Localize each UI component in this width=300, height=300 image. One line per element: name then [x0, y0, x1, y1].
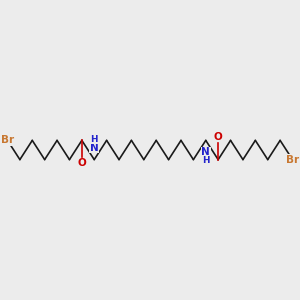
Text: Br: Br	[286, 154, 299, 165]
Text: O: O	[214, 131, 223, 142]
Text: H: H	[91, 135, 98, 144]
Text: N: N	[201, 147, 210, 158]
Text: O: O	[77, 158, 86, 169]
Text: N: N	[90, 142, 99, 153]
Text: H: H	[202, 156, 209, 165]
Text: Br: Br	[1, 135, 14, 146]
